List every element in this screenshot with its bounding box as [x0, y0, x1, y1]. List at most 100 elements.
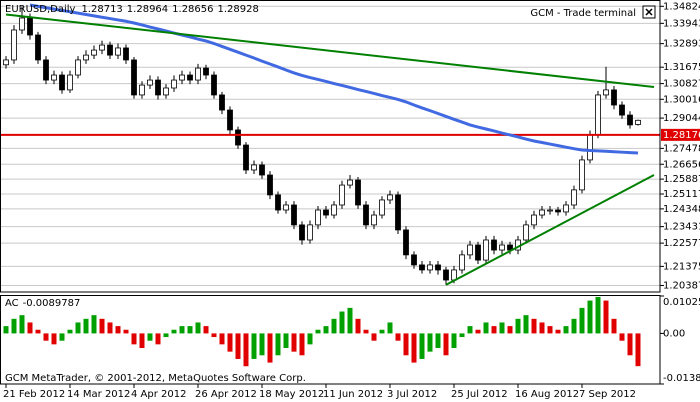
candle-body	[587, 134, 593, 161]
indicator-bar	[195, 322, 201, 334]
candle-body	[339, 184, 345, 206]
indicator-bar	[475, 329, 481, 334]
indicator-bar	[419, 333, 425, 359]
indicator-bar	[339, 311, 345, 334]
indicator-bar	[235, 333, 241, 359]
indicator-bar	[315, 329, 321, 334]
x-tick-label: 25 Jul 2012	[451, 389, 508, 400]
candle-body	[155, 79, 161, 96]
indicator-bar	[75, 322, 81, 334]
ohlc-high: 1.28964	[127, 4, 168, 15]
indicator-bar	[563, 326, 569, 334]
candle-body	[27, 17, 33, 36]
indicator-bar	[211, 333, 217, 338]
candle-body	[499, 244, 505, 251]
candle-body	[371, 214, 377, 226]
candle-body	[467, 244, 473, 256]
candle-body	[59, 74, 65, 91]
indicator-bar	[515, 318, 521, 334]
y-tick-label: 1.21375	[663, 261, 700, 272]
close-button[interactable]	[642, 5, 656, 19]
terminal-name: GCM - Trade terminal	[530, 8, 636, 19]
y-tick-label: 1.25117	[663, 189, 700, 200]
indicator-bar	[467, 326, 473, 334]
candle-body	[187, 74, 193, 81]
candle-body	[531, 214, 537, 226]
indicator-bar	[371, 333, 377, 341]
candle-body	[99, 44, 105, 51]
candle-body	[139, 84, 145, 96]
indicator-bar	[451, 333, 457, 348]
candle-body	[3, 59, 9, 66]
x-tick-label: 16 Aug 2012	[515, 389, 579, 400]
candle-body	[203, 67, 209, 76]
candle-body	[379, 199, 385, 216]
candle-body	[483, 239, 489, 261]
indicator-tick-label: -0.01387	[663, 373, 700, 384]
indicator-bar	[395, 333, 401, 341]
candle-body	[275, 194, 281, 211]
indicator-border	[0, 295, 661, 385]
indicator-bar	[43, 333, 49, 341]
indicator-bar	[435, 333, 441, 348]
indicator-bar	[603, 300, 609, 334]
indicator-bar	[283, 333, 289, 348]
indicator-bar	[59, 333, 65, 341]
chart-title: EURUSD,Daily 1.28713 1.28964 1.28656 1.28928	[5, 4, 259, 15]
indicator-bar	[19, 315, 25, 334]
candle-body	[243, 144, 249, 171]
candle-body	[19, 17, 25, 31]
indicator-bar	[27, 322, 33, 334]
indicator-bar	[299, 333, 305, 356]
candle-body	[91, 49, 97, 56]
indicator-bar	[595, 296, 601, 334]
indicator-bar	[459, 333, 465, 338]
close-icon[interactable]	[645, 8, 653, 16]
x-tick-label: 7 Sep 2012	[579, 389, 636, 400]
x-tick-label: 3 Jul 2012	[387, 389, 437, 400]
indicator-bar	[443, 333, 449, 356]
moving-average	[29, 3, 639, 155]
y-tick-label: 1.22577	[663, 238, 700, 249]
candle-body	[395, 194, 401, 231]
indicator-bar	[347, 307, 353, 334]
level-label: 1.28176	[663, 130, 700, 141]
indicator-bar	[139, 333, 145, 348]
indicator-bar	[363, 329, 369, 334]
candle-body	[43, 59, 49, 81]
indicator-bar	[91, 315, 97, 334]
indicator-bar	[579, 307, 585, 334]
indicator-bar	[115, 326, 121, 334]
candle-body	[355, 179, 361, 206]
candle-body	[595, 94, 601, 136]
indicator-bar	[251, 333, 257, 359]
candle-body	[419, 264, 425, 271]
indicator-bar	[131, 333, 137, 345]
candle-body	[211, 74, 217, 96]
candle-body	[579, 159, 585, 191]
candle-body	[323, 209, 329, 216]
indicator-name: AC	[5, 298, 19, 309]
indicator-bar	[259, 333, 265, 356]
candle-body	[267, 174, 273, 196]
indicator-bar	[587, 300, 593, 334]
candle-body	[363, 204, 369, 226]
indicator-tick-label: 0.00	[663, 328, 685, 339]
indicator-bar	[11, 318, 17, 334]
candle-body	[571, 189, 577, 206]
indicator-bar	[67, 329, 73, 334]
indicator-bar	[35, 329, 41, 334]
candle-body	[299, 224, 305, 241]
candle-body	[195, 67, 201, 81]
candle-body	[627, 114, 633, 126]
y-tick-label: 1.33943	[663, 18, 700, 29]
candle-body	[83, 54, 89, 61]
indicator-bar	[307, 333, 313, 345]
y-tick-label: 1.27478	[663, 143, 700, 154]
y-tick-label: 1.20387	[663, 280, 700, 291]
candle-body	[75, 59, 81, 76]
indicator-bar	[379, 329, 385, 334]
candle-body	[563, 204, 569, 213]
indicator-bar	[147, 333, 153, 341]
